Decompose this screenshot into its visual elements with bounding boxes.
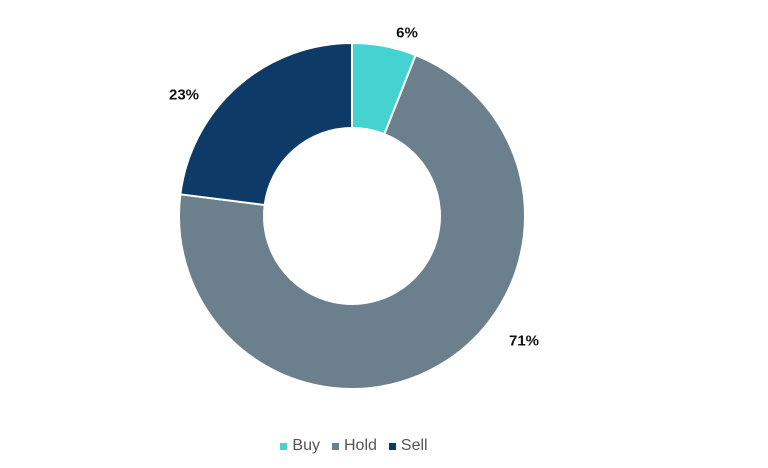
legend-label-sell: Sell [400, 437, 428, 454]
legend-swatch-buy [280, 442, 288, 450]
chart-legend: Buy Hold Sell [0, 437, 738, 455]
data-label-hold: 71% [508, 332, 540, 350]
donut-slice-sell [179, 41, 353, 207]
legend-label-hold: Hold [343, 437, 377, 454]
legend-swatch-sell [388, 442, 396, 450]
legend-item-buy: Buy [280, 437, 320, 455]
donut-slice-hold [178, 53, 526, 390]
data-label-sell: 23% [168, 86, 200, 104]
legend-swatch-hold [331, 442, 339, 450]
legend-item-sell: Sell [388, 437, 428, 455]
data-label-buy: 6% [396, 24, 418, 42]
legend-item-hold: Hold [331, 437, 377, 455]
legend-label-buy: Buy [292, 437, 320, 454]
